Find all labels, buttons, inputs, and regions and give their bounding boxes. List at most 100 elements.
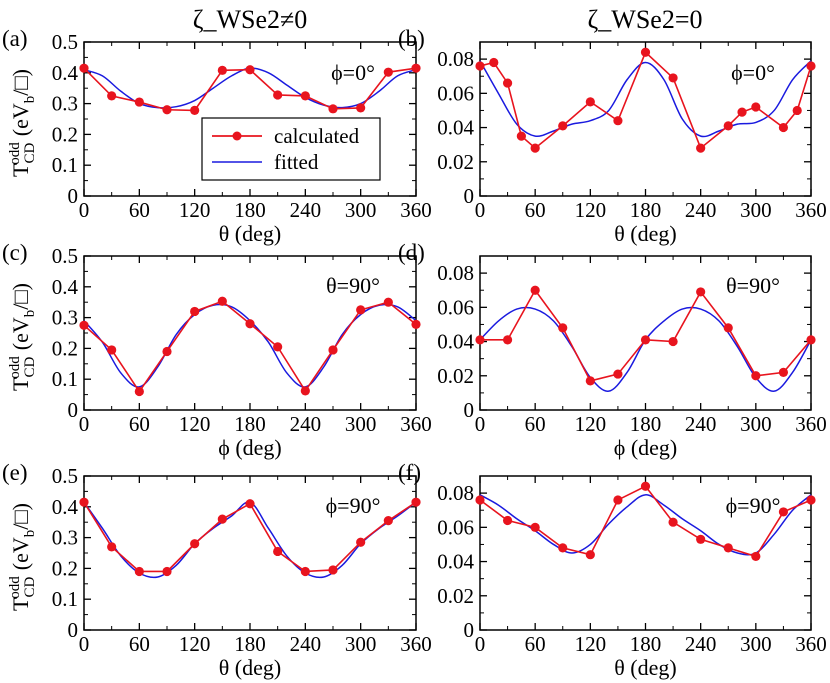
y-tick-label: 0.3	[52, 306, 78, 330]
x-tick-label: 300	[345, 632, 377, 656]
calculated-point	[516, 131, 526, 141]
y-tick-label: 0.3	[52, 92, 78, 116]
panel-annotation: ϕ=0°	[331, 60, 375, 85]
calculated-point	[489, 57, 499, 68]
calculated-point	[585, 550, 595, 560]
panel-b: 0 60 120 180 240 300 36000.020.040.060.08(b)ϕ=…	[398, 26, 827, 246]
x-tick-label: 0	[475, 412, 486, 436]
panel-annotation: ϕ=90°	[326, 493, 381, 518]
y-tick-label: 0	[68, 398, 79, 422]
y-tick-label: 0.5	[52, 464, 78, 488]
y-tick-label: 0.04	[437, 116, 474, 140]
panels: 0 60 120 180 240 300 360 0 0.1 0.2 0.3 0.4 0.5 (a) ϕ=0…	[2, 26, 827, 680]
panel-label: (b)	[398, 26, 425, 51]
calculated-point	[558, 323, 568, 333]
calculated-point	[383, 516, 393, 526]
y-label-units-close: /□)	[8, 69, 33, 96]
panel-label: (a)	[2, 26, 28, 51]
panel-d: 0 60 120 180 240 300 36000.020.040.060.08(d)θ=…	[398, 240, 827, 460]
y-tick-label: 0.08	[437, 47, 474, 71]
calculated-point	[162, 105, 172, 115]
calculated-point	[806, 61, 816, 71]
calculated-point	[217, 514, 227, 524]
calculated-point	[107, 345, 117, 355]
calculated-point	[668, 73, 678, 83]
calculated-point	[162, 566, 172, 577]
calculated-point	[613, 495, 623, 505]
x-tick-label: 60	[129, 412, 150, 436]
x-axis-label: θ (deg)	[219, 655, 281, 680]
calculated-point	[411, 63, 421, 73]
x-tick-label: 360	[400, 198, 432, 222]
calculated-point	[383, 67, 393, 77]
calculated-point	[723, 121, 733, 131]
x-tick-label: 60	[525, 632, 546, 656]
x-tick-label: 0	[475, 198, 486, 222]
y-tick-label: 0.4	[52, 275, 79, 299]
calculated-point	[778, 507, 789, 517]
x-axis-label: θ (deg)	[614, 221, 676, 246]
calculated-point	[328, 345, 338, 355]
y-label-sub: CD	[22, 357, 38, 378]
y-tick-label: 0.02	[437, 584, 474, 608]
calculated-point	[668, 517, 678, 527]
x-tick-label: 300	[345, 412, 377, 436]
y-label-main: T	[8, 597, 33, 611]
calculated-point	[356, 537, 366, 547]
x-tick-label: 60	[129, 198, 150, 222]
x-tick-label: 180	[234, 198, 266, 222]
column-title-left: ζ_WSe2≠0	[193, 5, 308, 34]
y-tick-label: 0.1	[52, 153, 78, 177]
y-label-units-close: /□)	[8, 283, 33, 310]
x-axis-label: θ (deg)	[219, 221, 281, 246]
x-tick-label: 0	[79, 412, 90, 436]
calculated-point	[502, 515, 513, 526]
calculated-point	[585, 376, 595, 386]
y-label-units: (eV	[8, 317, 33, 350]
x-tick-label: 180	[234, 632, 266, 656]
y-tick-label: 0.2	[52, 556, 78, 580]
calculated-point	[558, 543, 568, 553]
y-label-units: (eV	[8, 103, 33, 136]
panel-a: 0 60 120 180 240 300 36000.10.20.30.40.5(a)ϕ=0…	[2, 26, 432, 246]
panel-c: 0 60 120 180 240 300 36000.10.20.30.40.5(c)θ=9…	[2, 240, 432, 460]
x-tick-label: 360	[795, 632, 827, 656]
calculated-point	[613, 369, 623, 379]
y-label-sup: odd	[7, 576, 23, 599]
y-tick-label: 0.06	[437, 515, 474, 539]
calculated-point	[778, 122, 789, 133]
calculated-point	[640, 335, 651, 345]
x-tick-label: 180	[234, 412, 266, 436]
x-tick-label: 360	[400, 632, 432, 656]
calculated-point	[792, 105, 802, 116]
calculated-point	[245, 319, 255, 329]
x-tick-label: 240	[685, 198, 717, 222]
calculated-point	[411, 319, 421, 329]
calculated-point	[530, 522, 540, 532]
y-label-sup: odd	[7, 356, 23, 379]
calculated-point	[107, 542, 117, 552]
calculated-point	[502, 335, 513, 345]
calculated-point	[134, 386, 144, 397]
x-axis-label: θ (deg)	[614, 655, 676, 680]
calculated-point	[751, 371, 761, 381]
legend-box	[201, 117, 381, 181]
legend-calculated-label: calculated	[274, 124, 360, 148]
x-tick-label: 240	[290, 198, 322, 222]
x-tick-label: 0	[79, 632, 90, 656]
x-tick-label: 120	[179, 632, 211, 656]
panel-annotation: θ=90°	[726, 273, 780, 298]
x-tick-label: 120	[575, 412, 607, 436]
y-label-main: T	[8, 163, 33, 177]
calculated-point	[696, 143, 706, 153]
y-tick-label: 0.06	[437, 295, 474, 319]
calculated-series-line	[83, 300, 417, 393]
x-tick-label: 360	[400, 412, 432, 436]
x-tick-label: 60	[525, 198, 546, 222]
y-label-sub: CD	[22, 143, 38, 164]
calculated-point	[79, 320, 89, 330]
y-label-units-sub: b	[22, 310, 38, 318]
calculated-point	[190, 539, 200, 549]
panel-label: (c)	[2, 240, 28, 265]
